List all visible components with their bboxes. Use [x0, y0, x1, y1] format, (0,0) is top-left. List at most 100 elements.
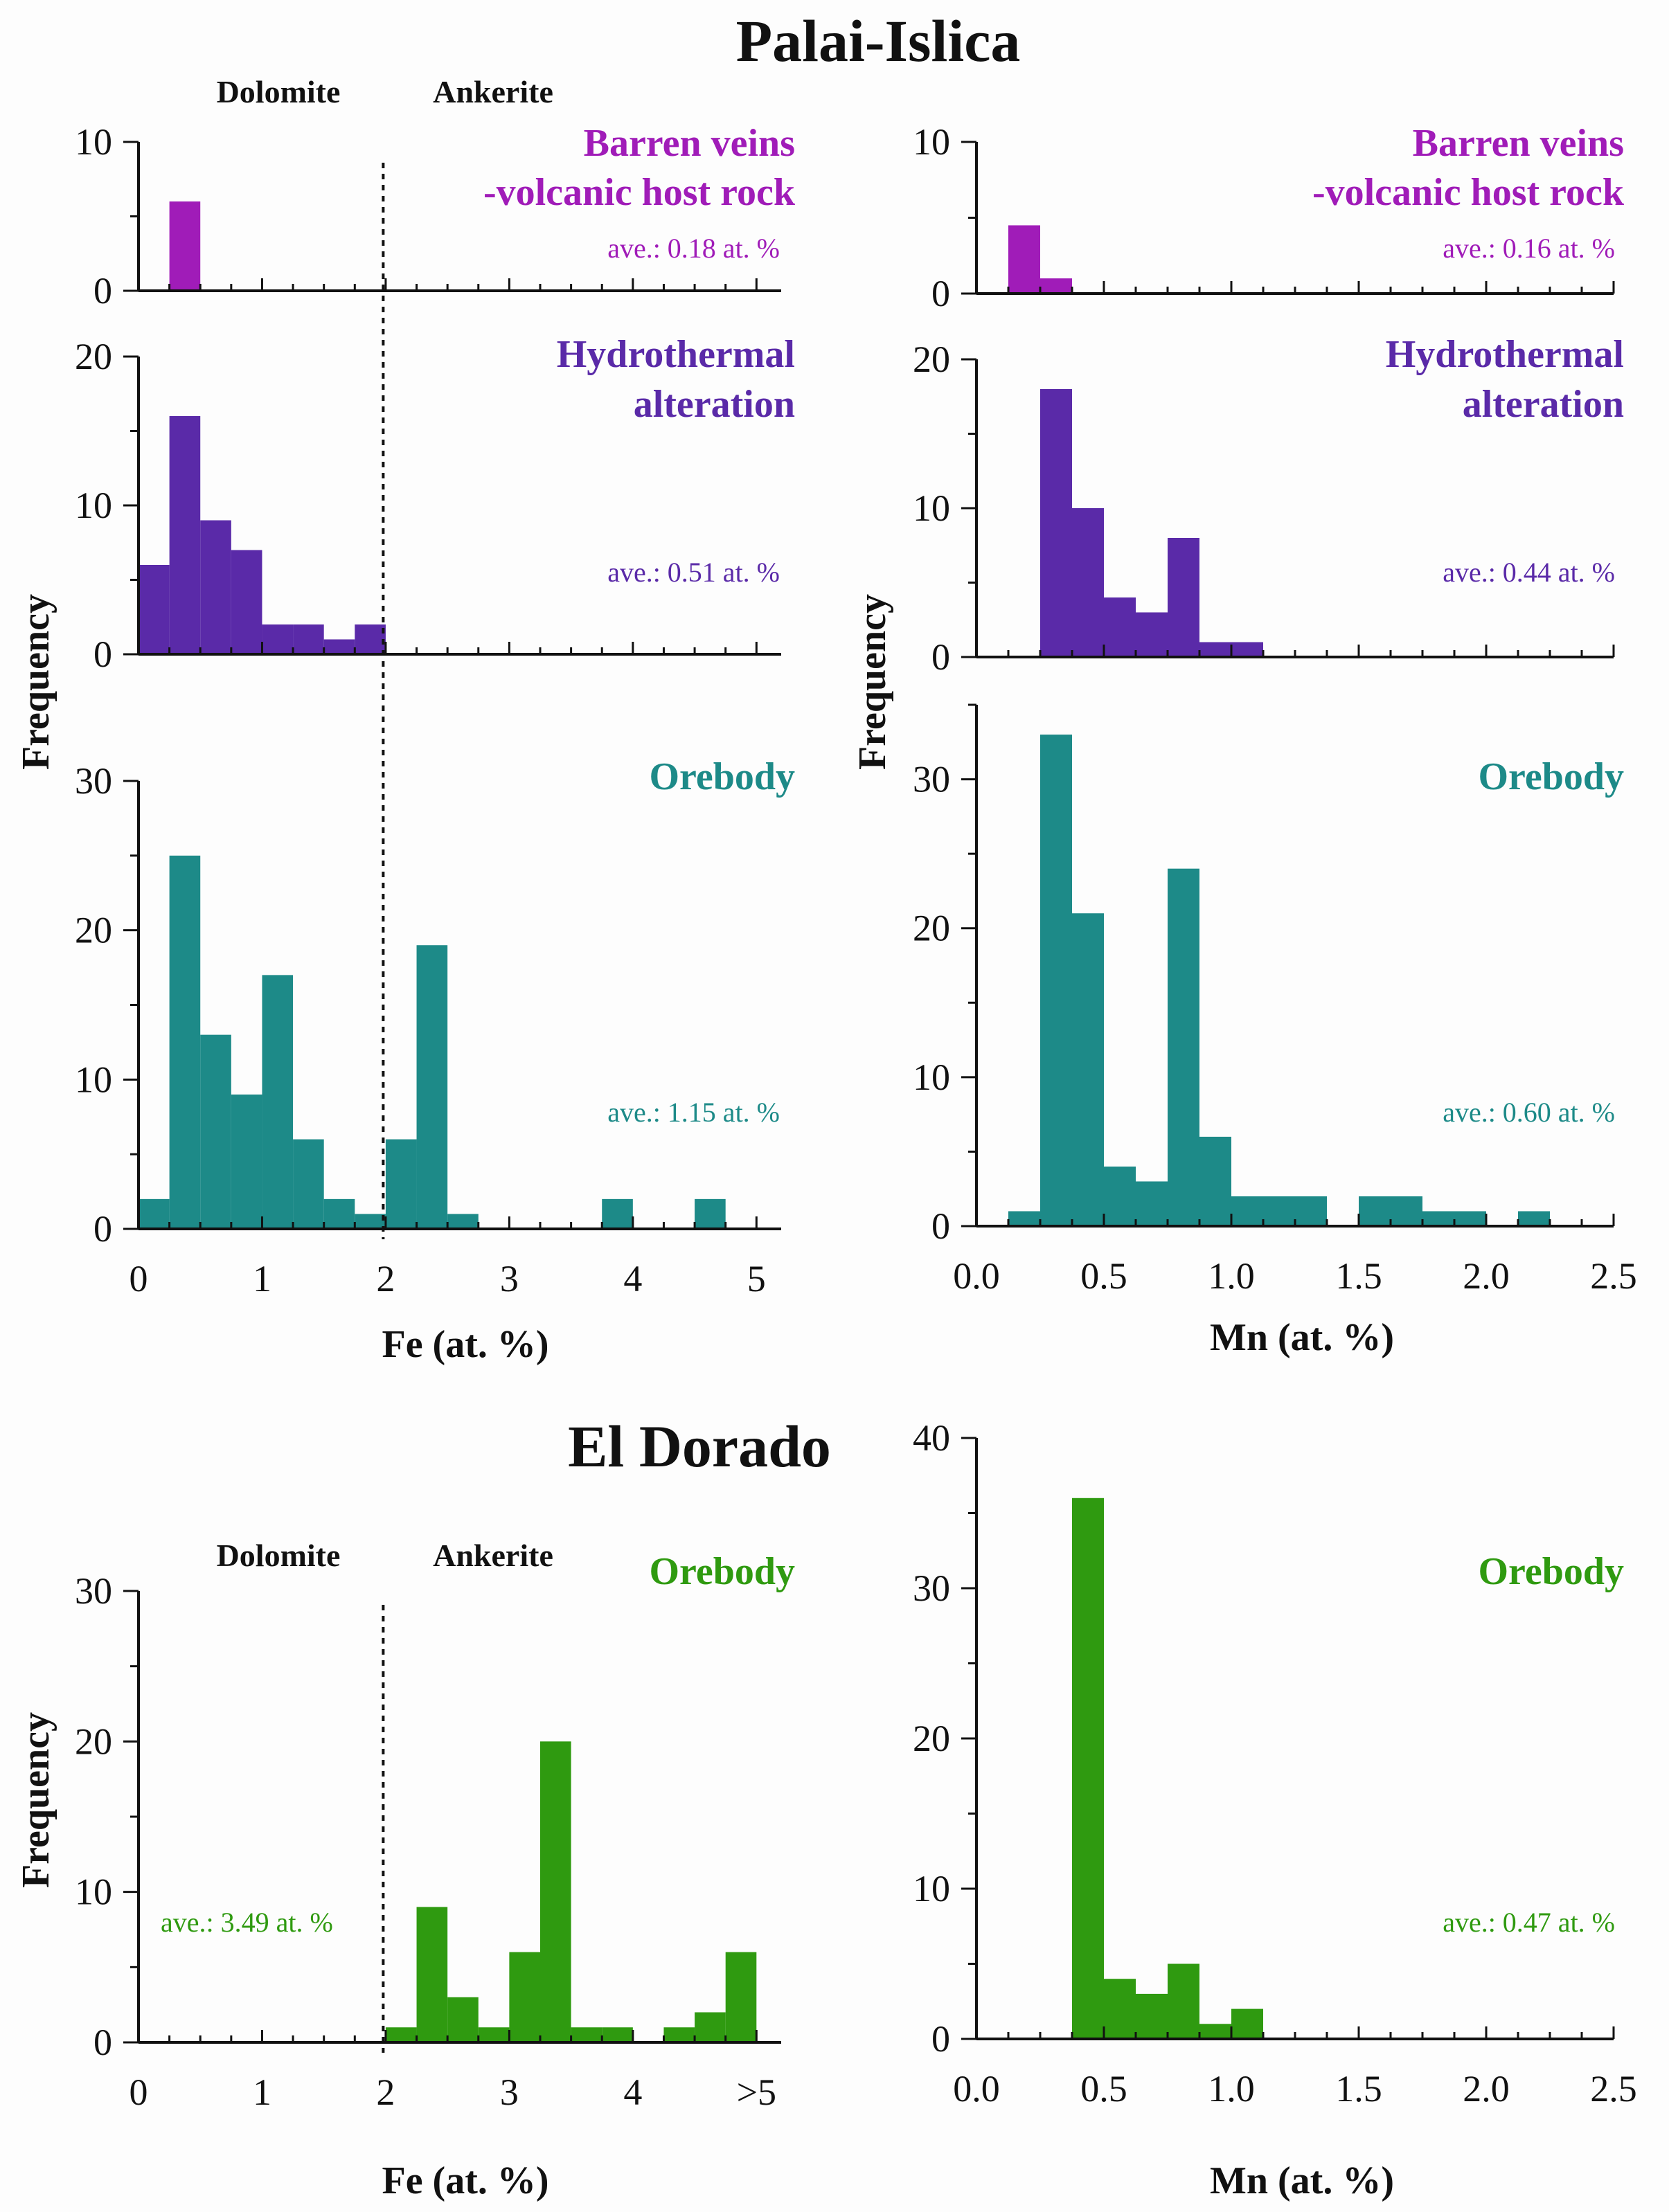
x-tick-label: 0.5: [1080, 1255, 1127, 1297]
chart-6: 0 10 20 30 0.0 0.5 1.0 1.5 2.0 2.5 Orebody ave.: 0.…: [913, 703, 1637, 1297]
bar-1: [1040, 389, 1072, 657]
bar-2: [1072, 508, 1104, 657]
y-tick-label: 20: [75, 910, 112, 951]
y-tick-label: 20: [75, 1720, 112, 1762]
panel-label: Hydrothermal: [557, 333, 795, 376]
bar-3: [1072, 913, 1104, 1226]
bar-9: [1263, 1196, 1295, 1226]
x-tick-label: 5: [747, 1258, 766, 1300]
bar-5: [1168, 538, 1199, 657]
bar-4: [1168, 1963, 1199, 2039]
bar-3: [1136, 1993, 1168, 2039]
average-label: ave.: 0.51 at. %: [607, 557, 780, 588]
bar-1: [1008, 1211, 1040, 1226]
y-tick-label: 30: [75, 760, 112, 802]
bar-6: [1199, 642, 1231, 657]
y-tick-label: 30: [913, 1567, 950, 1609]
x-tick-label: 1: [253, 1258, 271, 1300]
bar-6: [293, 1139, 324, 1229]
average-label: ave.: 0.18 at. %: [607, 233, 780, 264]
x-tick-label: 1: [253, 2071, 271, 2113]
bar-2: [1040, 735, 1072, 1226]
x-tick-label: 4: [623, 2071, 642, 2113]
bar-1: [1008, 225, 1040, 294]
x-tick-label: 4: [623, 1258, 642, 1300]
y-tick-label: 20: [913, 1718, 950, 1759]
panel-label: Orebody: [649, 1550, 795, 1593]
figure-title-eldorado: El Dorado: [568, 1413, 831, 1480]
bar-6: [1231, 2008, 1263, 2039]
x-tick-label: 2: [376, 2071, 395, 2113]
panel-label: -volcanic host rock: [1312, 171, 1625, 214]
figure-title-palai: Palai-Islica: [736, 8, 1021, 74]
bar-1: [139, 565, 170, 654]
bar-12: [602, 1198, 633, 1229]
bar-10: [1295, 1196, 1327, 1226]
bar-4: [1136, 612, 1168, 657]
ankerite-header: Ankerite: [433, 74, 553, 109]
y-tick-label: 10: [913, 1056, 950, 1098]
y-tick-label: 30: [913, 759, 950, 800]
bar-7: [1199, 1136, 1231, 1226]
x-tick-label: 2: [376, 1258, 395, 1300]
bar-13: [1422, 1211, 1454, 1226]
x-tick-label: 0: [130, 1258, 148, 1300]
bar-8: [602, 2027, 633, 2042]
bar-1: [139, 1198, 170, 1229]
bar-2: [416, 1907, 448, 2042]
panel-label: Hydrothermal: [1386, 333, 1624, 376]
bar-7: [323, 1198, 355, 1229]
average-label: ave.: 0.16 at. %: [1443, 233, 1615, 264]
y-tick-label: 10: [75, 121, 112, 163]
bar-6: [293, 624, 324, 654]
panel-label: Orebody: [1478, 1550, 1624, 1593]
bar-1: [1072, 1498, 1104, 2039]
y-tick-label: 10: [913, 487, 950, 529]
bar-8: [1231, 1196, 1263, 1226]
panel-label: alteration: [634, 383, 795, 426]
bar-4: [478, 2027, 510, 2042]
bar-15: [1518, 1211, 1550, 1226]
average-label: ave.: 0.44 at. %: [1443, 557, 1615, 588]
x-tick-label: 0.5: [1080, 2068, 1127, 2110]
x-tick-label: 1.5: [1335, 2068, 1382, 2110]
average-label: ave.: 1.15 at. %: [607, 1097, 780, 1128]
y-tick-label: 10: [75, 1871, 112, 1913]
x-axis-title-fe: Fe (at. %): [382, 2159, 548, 2202]
y-tick-label: 0: [93, 633, 112, 675]
y-tick-label: 0: [931, 1205, 950, 1247]
bar-7: [1231, 642, 1263, 657]
bar-7: [323, 639, 355, 654]
y-tick-label: 0: [93, 2022, 112, 2063]
bar-2: [1040, 278, 1072, 294]
y-tick-label: 0: [93, 270, 112, 312]
chart-1: 0 10 Barren veins -volcanic host rock ave.: …: [75, 121, 796, 312]
y-tick-label: 10: [75, 1059, 112, 1100]
y-tick-label: 20: [75, 336, 112, 377]
x-axis-title-mn: Mn (at. %): [1210, 1316, 1394, 1359]
dolomite-header: Dolomite: [217, 1538, 341, 1573]
bar-3: [200, 520, 231, 654]
y-tick-label: 10: [913, 121, 950, 163]
x-tick-label: 0: [130, 2071, 148, 2113]
bar-13: [695, 1198, 726, 1229]
y-tick-label: 40: [913, 1417, 950, 1459]
y-tick-label: 0: [931, 273, 950, 314]
x-tick-label: 1.5: [1335, 1255, 1382, 1297]
chart-5: 0 10 20 Hydrothermal alteration ave.: 0.44 at…: [913, 333, 1624, 678]
bar-5: [262, 624, 294, 654]
bar-10: [695, 2012, 726, 2042]
chart-3: 0 10 20 30 0 1 2 3 4 5 Orebody ave.: 1.15 at. %: [75, 755, 795, 1300]
x-axis-title-fe: Fe (at. %): [382, 1323, 548, 1366]
y-tick-label: 20: [913, 908, 950, 949]
bar-2: [1104, 1979, 1136, 2039]
bar-4: [231, 550, 262, 654]
y-tick-label: 10: [913, 1868, 950, 1909]
bar-3: [1104, 597, 1136, 657]
ankerite-header: Ankerite: [433, 1538, 553, 1573]
bar-14: [1454, 1211, 1486, 1226]
y-tick-label: 10: [75, 485, 112, 526]
y-tick-label: 0: [931, 636, 950, 678]
bar-2: [169, 855, 201, 1229]
bar-1: [385, 2027, 417, 2042]
